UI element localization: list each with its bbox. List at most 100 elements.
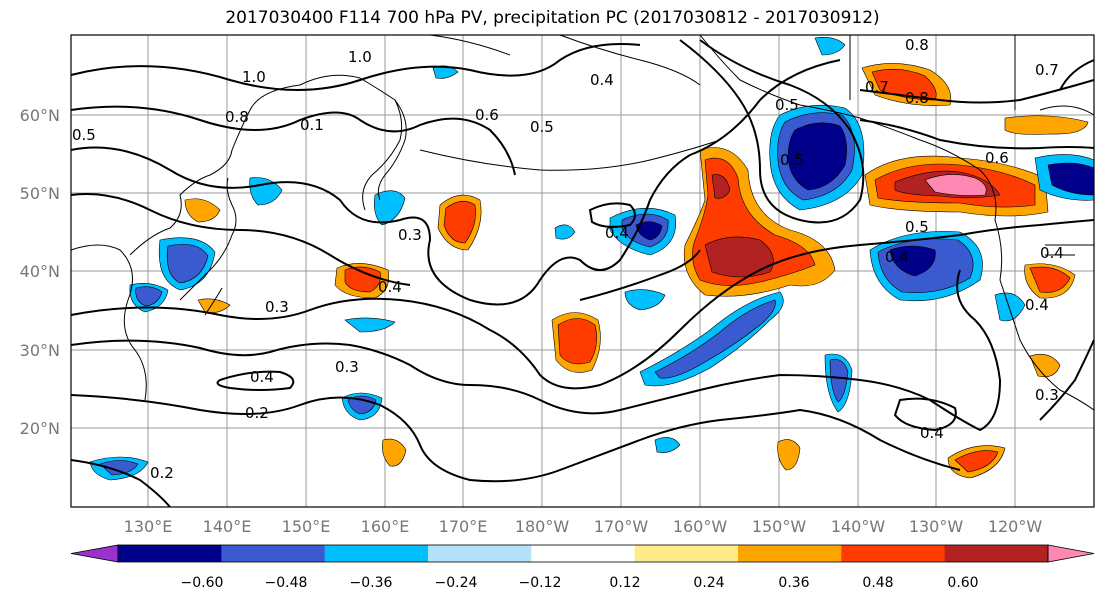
lon-label: 130°W: [909, 517, 964, 536]
neg-anomaly-150e: [249, 177, 283, 206]
colorbar-tick-label: 0.36: [778, 575, 809, 591]
contour-label: 0.6: [985, 149, 1009, 167]
pv-contour-10: [588, 202, 636, 228]
neg-anomaly-s5: [554, 224, 576, 240]
neg-anomaly-diag-2: [654, 299, 776, 379]
pv-contour-11: [679, 39, 865, 224]
lat-label: 20°N: [20, 419, 60, 438]
neg-anomaly-japan-w2: [135, 286, 163, 307]
pv-contour-4: [70, 193, 411, 286]
contour-label: 0.7: [865, 78, 889, 96]
contour-label: 0.5: [72, 126, 96, 144]
colorbar-tick-label: 0.12: [609, 575, 640, 591]
contour-label: 0.3: [1035, 386, 1059, 404]
colorbar-tick-label: 0.24: [693, 575, 724, 591]
lon-label: 140°W: [831, 517, 886, 536]
colorbar-tick-label: −0.12: [519, 575, 562, 591]
lon-label: 150°E: [282, 517, 331, 536]
lon-label: 160°E: [361, 517, 410, 536]
lon-label: 180°W: [515, 517, 570, 536]
lon-label: 150°W: [752, 517, 807, 536]
colorbar-tick-label: 0.60: [947, 575, 978, 591]
pv-contour-6: [70, 269, 1002, 432]
lat-label: 30°N: [20, 341, 60, 360]
lat-label: 40°N: [20, 262, 60, 281]
coastline-alaska: [699, 34, 1095, 411]
pos-anomaly-s1: [777, 439, 801, 471]
latitude-labels: 60°N 50°N 40°N 30°N 20°N: [20, 106, 60, 438]
pos-anomaly-aleutian-2: [871, 68, 937, 101]
neg-anomaly-170w: [624, 289, 666, 311]
pv-contour-3: [70, 59, 841, 306]
contour-label: 0.8: [905, 36, 929, 54]
neg-anomaly-top: [814, 37, 846, 56]
contour-label: 0.4: [885, 248, 909, 266]
colorbar-tick-label: −0.36: [350, 575, 393, 591]
coastline-north: [429, 34, 701, 86]
map-title: 2017030400 F114 700 hPa PV, precipitatio…: [225, 8, 880, 28]
map-frame: [70, 34, 1095, 508]
contour-label: 0.5: [905, 218, 929, 236]
colorbar-tick-label: −0.60: [181, 575, 224, 591]
coastline-aleutians: [419, 139, 721, 171]
pv-contours: [70, 39, 1095, 508]
contour-label: 0.3: [398, 226, 422, 244]
contour-label: 0.4: [590, 71, 614, 89]
contour-label: 0.5: [775, 96, 799, 114]
coastline-na: [849, 35, 1095, 265]
colorbar-segment: [841, 545, 946, 562]
contour-label: 0.1: [300, 116, 324, 134]
colorbar-extend-min: [70, 544, 119, 563]
colorbar-tick-labels: −0.60 −0.48 −0.36 −0.24 −0.12 0.12 0.24 …: [181, 575, 979, 591]
colorbar-segment: [634, 545, 739, 562]
coastlines: [70, 34, 1095, 411]
colorbar-segment: [428, 545, 532, 562]
contour-labels: 1.0 1.0 0.8 0.7 0.6 0.5 0.4 0.5 0.8 0.5 …: [72, 36, 1064, 482]
contour-label: 0.4: [605, 224, 629, 242]
precip-anomaly-shading: [89, 37, 1095, 481]
coastline-kamchatka: [377, 99, 407, 201]
pos-anomaly-170w-2: [557, 318, 597, 365]
contour-label: 0.4: [920, 424, 944, 442]
neg-anomaly-160w-3: [635, 221, 663, 241]
pos-anomaly-170e-2: [443, 200, 476, 244]
lat-label: 50°N: [20, 184, 60, 203]
neg-anomaly-e2: [994, 292, 1026, 322]
contour-label: 1.0: [242, 68, 266, 86]
contour-label: 0.5: [530, 118, 554, 136]
pos-anomaly-160e-2: [344, 266, 381, 293]
pv-contour-16: [1039, 339, 1095, 421]
contour-label: 0.3: [265, 298, 289, 316]
pos-anomaly-center-3: [704, 174, 774, 278]
colorbar-tick-label: −0.48: [265, 575, 308, 591]
colorbar: [70, 544, 1095, 563]
colorbar-segment: [944, 545, 1049, 562]
lat-label: 60°N: [20, 106, 60, 125]
contour-label: 0.4: [1025, 296, 1049, 314]
colorbar-extend-max: [1047, 544, 1095, 563]
contour-label: 0.2: [245, 404, 269, 422]
contour-label: 0.5: [780, 151, 804, 169]
lon-label: 140°E: [203, 517, 252, 536]
contour-label: 0.7: [1035, 61, 1059, 79]
pos-anomaly-top-right: [1004, 115, 1089, 135]
neg-anomaly-east-3: [889, 245, 936, 277]
lon-label: 120°W: [988, 517, 1043, 536]
pos-anomaly-japan: [184, 198, 221, 223]
colorbar-outline: [117, 544, 1049, 563]
lon-label: 160°W: [673, 517, 728, 536]
pos-anomaly-east-2: [1029, 266, 1071, 293]
pos-anomaly-s3: [1029, 354, 1061, 378]
contour-label: 0.4: [250, 368, 274, 386]
contour-label: 0.4: [378, 278, 402, 296]
contour-label: 0.8: [905, 89, 929, 107]
lon-label: 170°W: [594, 517, 649, 536]
contour-label: 0.6: [475, 106, 499, 124]
coastline-asia: [70, 74, 403, 401]
neg-anomaly-alaska-3: [787, 122, 847, 191]
pv-contour-13: [859, 79, 1095, 104]
colorbar-segment: [324, 545, 429, 562]
pv-contour-9: [216, 370, 295, 391]
contour-label: 0.8: [225, 108, 249, 126]
